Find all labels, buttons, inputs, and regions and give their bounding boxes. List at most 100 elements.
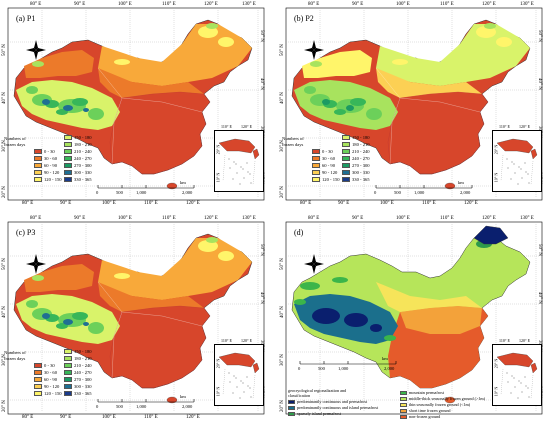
legend-swatch [34,384,42,389]
northeast-permafrost [473,225,509,245]
latitude-label: 20° N [2,186,7,198]
frozen-patch [26,300,38,308]
legend-item: 330 - 365 [342,176,370,183]
frozen-patch-north [218,37,234,47]
longitude-label: 80° E [22,415,34,420]
longitude-label: 120° E [482,216,496,221]
frozen-patch-north [392,59,408,65]
legend-item: 240 - 270 [64,155,92,162]
legend-label: 330 - 365 [74,391,92,396]
longitude-label: 120° E [204,2,218,7]
frozen-patch-deep [322,99,330,105]
legend-swatch [342,163,350,168]
longitude-label: 90° E [352,2,364,7]
mountain-permafrost [384,335,396,341]
mountain-permafrost [294,299,306,305]
mountain-permafrost [332,277,348,283]
latitude-label: 40° N [280,92,285,104]
frozen-patch-north [114,59,130,65]
legend-label: 120 - 150 [322,177,340,182]
legend-swatch [342,170,350,175]
legend-item: 120 - 150 [312,176,340,183]
frozen-patch-north [32,61,44,67]
longitude-label: 110° E [440,2,454,7]
frozen-patch [56,323,68,329]
legend-label: 210 - 240 [74,363,92,368]
south-china-sea-inset: 110° E 120° E 20° N 10° N [492,338,542,406]
legend-swatch [400,408,407,413]
scale-bar: 0 500 1,000 2,000 km [296,356,400,378]
scale-tick-label: 500 [394,190,401,195]
scale-bar: 0 500 1,000 2,000 km [94,180,198,202]
legend-label: 30 - 60 [44,370,58,375]
map-panel-p2: (b) P2 80° E 90° E 100° E 110° E 120° E 130° E… [280,2,548,210]
latitude-label: 40° N [537,78,542,90]
longitude-label: 100° E [396,2,410,7]
longitude-label: 90° E [60,415,72,420]
legend-swatch [342,135,350,140]
legend-swatch [64,149,72,154]
legend-swatch [400,396,407,401]
north-china-region [98,282,204,312]
legend-item: 300 - 330 [64,383,92,390]
legend-swatch [34,391,42,396]
legend-item: short time frozen ground [400,408,451,413]
legend-item: 180 - 210 [64,355,92,362]
northern-frozen-region [98,24,252,86]
longitude-label: 80° E [30,2,42,7]
map-canvas [285,221,543,415]
frozen-patch-north [484,23,496,29]
inset-latitude-label: 20° N [493,358,499,369]
scale-tick-label: 0 [374,190,377,195]
legend-item: 180 - 210 [342,141,370,148]
frozen-patch-north [206,23,218,29]
longitude-label: 130° E [520,2,534,7]
legend-item: sparsely island permafrost [288,411,341,416]
latitude-label: 50° N [280,44,285,56]
north-arrow-icon [26,254,46,274]
legend-label: 240 - 270 [74,370,92,375]
legend-label: 300 - 330 [74,170,92,175]
legend-item: 90 - 120 [312,169,340,176]
legend-item: predominantly continuous and permafrost [288,399,367,404]
latitude-label: 20° N [2,400,7,412]
legend-swatch [64,170,72,175]
legend-label: non-frozen ground [409,414,441,419]
longitude-label: 120° E [482,2,496,7]
frozen-patch-deep [63,319,73,325]
map-panel-p3: (c) P3 80° E 90° E 100° E 110° E 120° E 130° E… [2,216,270,424]
inset-latitude-label: 20° N [215,144,221,155]
legend-swatch [64,377,72,382]
continuous-permafrost [312,308,340,324]
legend-item: 270 - 300 [64,162,92,169]
latitude-label: 50° N [280,258,285,270]
scale-tick-label: 500 [116,190,123,195]
panel-title: (c) P3 [16,228,36,237]
legend-swatch [34,156,42,161]
inset-longitude-label: 120° E [519,338,531,343]
legend-label: 240 - 270 [352,156,370,161]
legend-swatch [34,170,42,175]
scale-tick-label: 0 [298,366,301,371]
legend-item: 120 - 150 [34,176,62,183]
latitude-label: 50° N [259,244,264,256]
frozen-patch-north [476,26,496,38]
longitude-label: 90° E [338,201,350,206]
longitude-label: 90° E [60,201,72,206]
frozen-patch [56,109,68,115]
south-china-sea-inset: 110° E 120° E 20° N 10° N [492,124,542,192]
legend-swatch [288,411,295,416]
legend-title: Numbers of frozen days [4,350,26,361]
longitude-label: 120° E [204,216,218,221]
legend-item: 270 - 300 [64,376,92,383]
legend-label: 0 - 30 [322,149,333,154]
longitude-label: 130° E [520,216,534,221]
longitude-label: 80° E [22,201,34,206]
longitude-label: 130° E [242,216,256,221]
legend-item: 30 - 60 [312,155,340,162]
frozen-patch-deep [83,108,89,112]
inset-longitude-label: 110° E [499,124,510,129]
scale-tick-label: 500 [116,404,123,409]
scale-tick-label: 0 [96,404,99,409]
legend-item: 210 - 240 [64,362,92,369]
